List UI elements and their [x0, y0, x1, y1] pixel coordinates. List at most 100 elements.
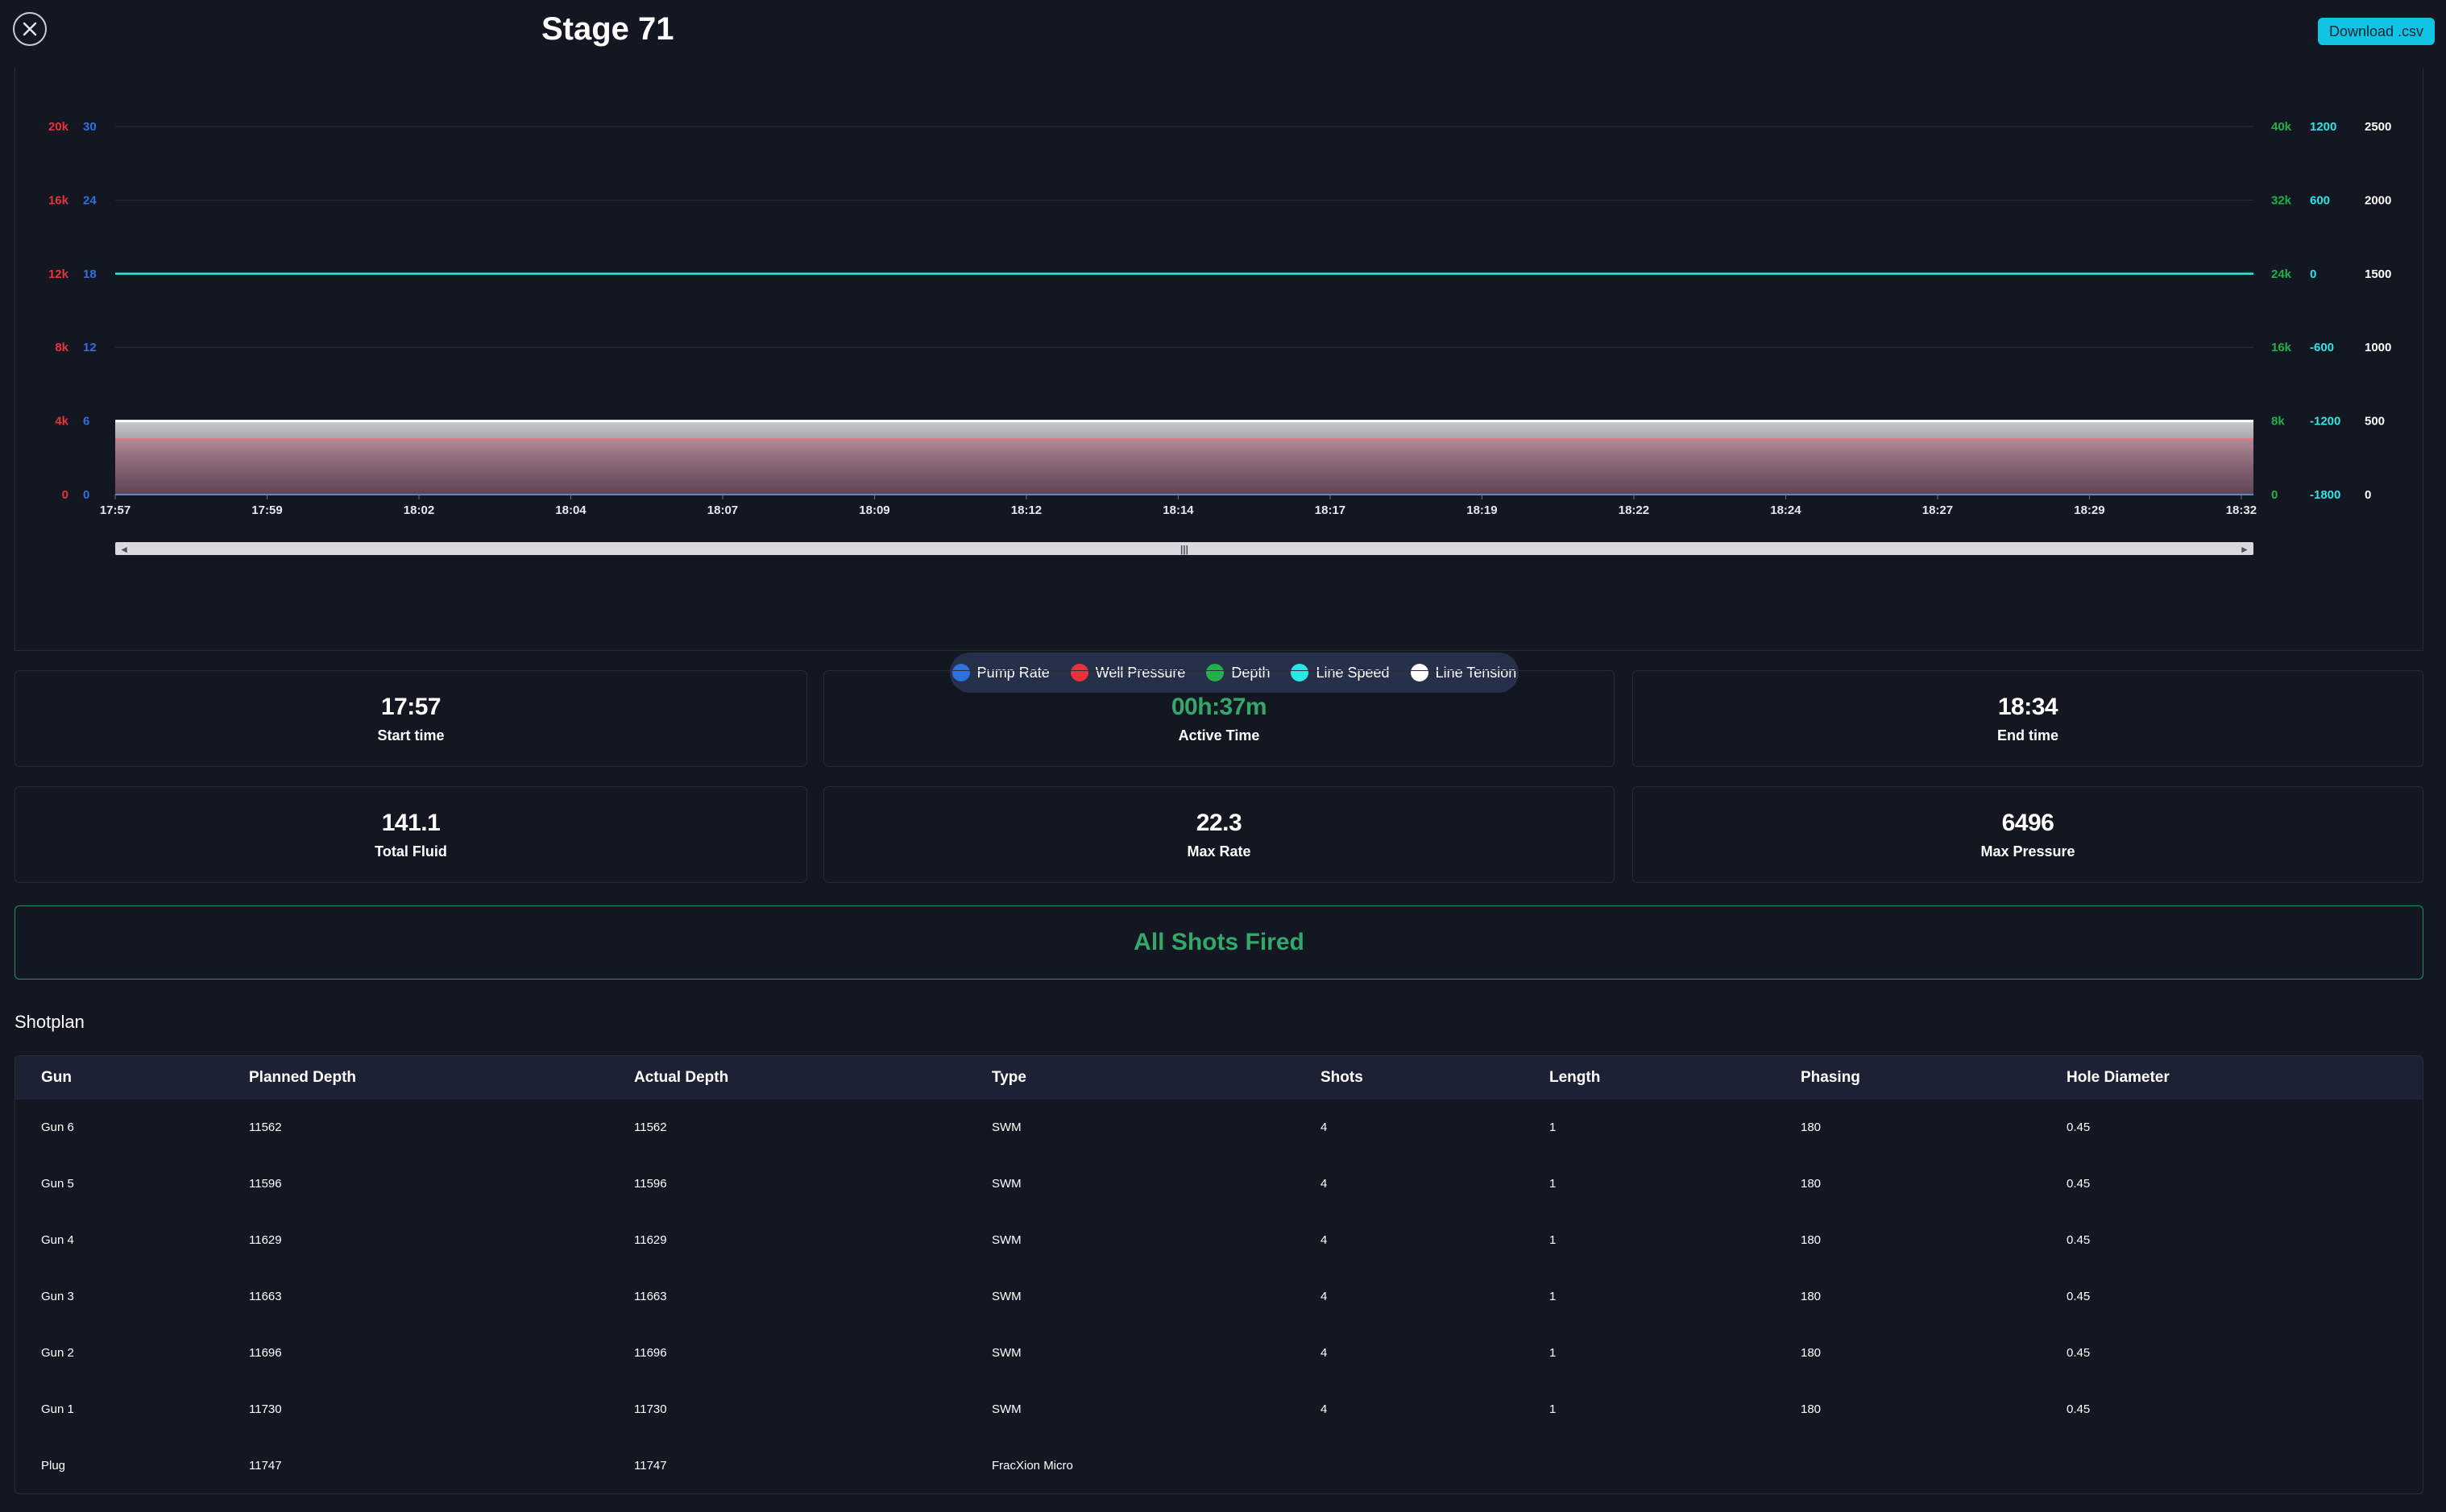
x-tick-label: 18:17 — [1315, 503, 1345, 517]
legend-item-pump-rate[interactable]: Pump Rate — [951, 664, 1050, 681]
scroll-right-arrow[interactable]: ▸ — [2241, 543, 2248, 555]
depth-tick-label: 40k — [2271, 120, 2292, 134]
table-cell: 0.45 — [2067, 1402, 2091, 1416]
table-cell: SWM — [992, 1290, 1022, 1303]
close-button[interactable] — [13, 12, 47, 46]
legend-item-line-speed[interactable]: Line Speed — [1291, 664, 1390, 681]
table-cell: 0.45 — [2067, 1233, 2091, 1247]
well-pressure-tick-label: 8k — [55, 341, 68, 354]
depth-tick-label: 24k — [2271, 267, 2292, 281]
scroll-handle-grip[interactable]: ||| — [1180, 544, 1188, 555]
line-speed-tick-label: -600 — [2310, 341, 2334, 354]
table-cell: 1 — [1549, 1290, 1557, 1303]
legend-item-well-pressure[interactable]: Well Pressure — [1070, 664, 1185, 681]
total-fluid-label: Total Fluid — [375, 843, 447, 860]
column-header-phasing[interactable]: Phasing — [1801, 1069, 1860, 1086]
table-cell: 0.45 — [2067, 1290, 2091, 1303]
line-tension-tick-label: 1500 — [2365, 267, 2391, 281]
table-cell: 4 — [1320, 1121, 1328, 1134]
table-row: Gun 5 11596 11596 SWM 4 1 180 0.45 — [15, 1156, 2423, 1212]
x-tick-label: 18:04 — [555, 503, 587, 517]
column-header-hole-diameter[interactable]: Hole Diameter — [2067, 1069, 2170, 1086]
pump-rate-tick-label: 24 — [83, 193, 97, 207]
start-time-value: 17:57 — [380, 694, 442, 720]
max-rate-value: 22.3 — [1196, 810, 1242, 836]
depth-tick-label: 32k — [2271, 193, 2292, 207]
scroll-left-arrow[interactable]: ◂ — [121, 543, 127, 555]
table-cell: 4 — [1320, 1346, 1328, 1360]
chart-scrollbar[interactable] — [115, 542, 2253, 555]
table-row: Gun 6 11562 11562 SWM 4 1 180 0.45 — [15, 1100, 2423, 1156]
table-row: Gun 3 11663 11663 SWM 4 1 180 0.45 — [15, 1269, 2423, 1325]
start-time-label: Start time — [377, 727, 445, 744]
legend-label: Line Tension — [1435, 664, 1517, 681]
table-cell: 4 — [1320, 1402, 1328, 1416]
column-header-actual-depth[interactable]: Actual Depth — [634, 1069, 729, 1086]
x-tick-label: 18:32 — [2226, 503, 2257, 517]
legend-dot-icon — [1206, 664, 1225, 681]
column-header-type[interactable]: Type — [992, 1069, 1026, 1086]
table-row: Plug 11747 11747 FracXion Micro — [15, 1438, 2423, 1493]
well-pressure-tick-label: 0 — [62, 488, 68, 502]
line-speed-tick-label: -1200 — [2310, 415, 2340, 429]
column-header-planned-depth[interactable]: Planned Depth — [249, 1069, 357, 1086]
x-tick-label: 18:19 — [1466, 503, 1497, 517]
line-speed-tick-label: -1800 — [2310, 488, 2340, 502]
well-pressure-tick-label: 16k — [48, 193, 69, 207]
legend-item-depth[interactable]: Depth — [1206, 664, 1270, 681]
table-cell: 11730 — [249, 1402, 282, 1416]
table-body: Gun 6 11562 11562 SWM 4 1 180 0.45 Gun 5 11596 115… — [15, 1100, 2423, 1493]
line-tension-tick-label: 2500 — [2365, 120, 2391, 134]
x-tick-label: 18:24 — [1770, 503, 1801, 517]
legend-label: Depth — [1231, 664, 1271, 681]
line-speed-tick-label: 0 — [2310, 267, 2316, 281]
end-time-label: End time — [1996, 727, 2058, 744]
legend-dot-icon — [1410, 664, 1428, 681]
table-cell: 11696 — [249, 1346, 282, 1360]
top-bar: Stage 71 Download .csv — [0, 0, 2446, 64]
legend-dot-icon — [951, 664, 970, 681]
table-cell: Gun 1 — [41, 1402, 74, 1416]
x-tick-label: 18:09 — [859, 503, 889, 517]
depth-tick-label: 0 — [2271, 488, 2278, 502]
end-time-card: 18:34 End time — [1632, 670, 2423, 767]
legend-item-line-tension[interactable]: Line Tension — [1410, 664, 1517, 681]
x-tick-label: 18:22 — [1619, 503, 1649, 517]
shotplan-table: Gun Planned Depth Actual Depth Type Shots Len… — [15, 1055, 2423, 1494]
table-cell: 1 — [1549, 1346, 1557, 1360]
table-cell: 0.45 — [2067, 1177, 2091, 1191]
well-pressure-tick-label: 20k — [48, 120, 69, 134]
table-cell: 0.45 — [2067, 1121, 2091, 1134]
column-header-length[interactable]: Length — [1549, 1069, 1601, 1086]
column-header-gun[interactable]: Gun — [41, 1069, 72, 1086]
download-csv-button[interactable]: Download .csv — [2317, 18, 2435, 45]
table-cell: Gun 6 — [41, 1121, 74, 1134]
table-cell: 1 — [1549, 1233, 1557, 1247]
max-pressure-card: 6496 Max Pressure — [1632, 786, 2423, 883]
table-cell: 11562 — [249, 1121, 282, 1134]
line-speed-tick-label: 1200 — [2310, 120, 2336, 134]
table-cell: Gun 4 — [41, 1233, 74, 1247]
table-cell: 11730 — [634, 1402, 667, 1416]
x-tick-label: 18:29 — [2074, 503, 2104, 517]
table-cell: 180 — [1801, 1290, 1822, 1303]
active-time-card: 00h:37m Active Time — [823, 670, 1615, 767]
table-cell: 180 — [1801, 1346, 1822, 1360]
table-cell: 11629 — [249, 1233, 282, 1247]
table-cell: 11596 — [249, 1177, 282, 1191]
table-cell: 11596 — [634, 1177, 667, 1191]
table-cell: Gun 3 — [41, 1290, 74, 1303]
table-cell: SWM — [992, 1233, 1022, 1247]
total-fluid-value: 141.1 — [381, 810, 441, 836]
table-cell: 0.45 — [2067, 1346, 2091, 1360]
well-pressure-tick-label: 4k — [55, 415, 68, 429]
column-header-shots[interactable]: Shots — [1320, 1069, 1363, 1086]
line-tension-tick-label: 2000 — [2365, 193, 2391, 207]
shotplan-label: Shotplan — [15, 1012, 85, 1032]
line-tension-tick-label: 0 — [2365, 488, 2371, 502]
active-time-value: 00h:37m — [1171, 694, 1267, 720]
table-row: Gun 4 11629 11629 SWM 4 1 180 0.45 — [15, 1212, 2423, 1269]
pump-rate-tick-label: 18 — [83, 267, 97, 281]
stage-chart[interactable]: 0 0 0 -1800 0 4k 6 8k -1200 500 8k 12 16k -600 1000 12k… — [15, 68, 2424, 651]
max-pressure-label: Max Pressure — [1980, 843, 2075, 860]
